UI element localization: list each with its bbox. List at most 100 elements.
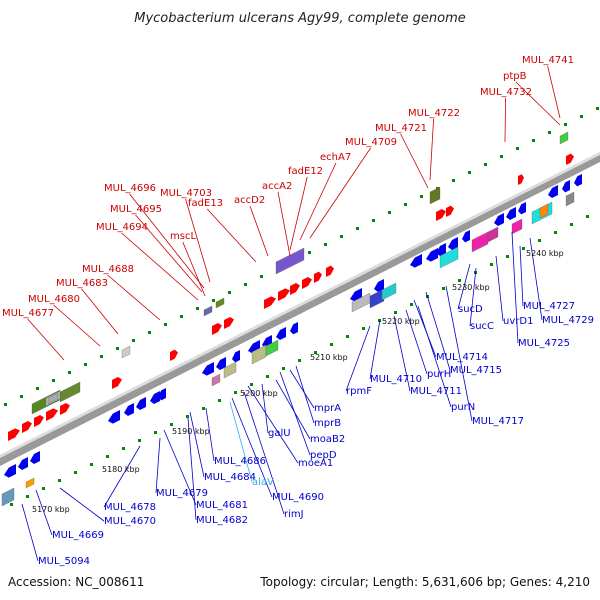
leader-line [504, 97, 506, 143]
tick-dot [340, 235, 343, 238]
reverse-gene-label: MUL_4679 [156, 488, 208, 499]
leader-line [129, 193, 205, 289]
forward-gene-arrow [326, 265, 334, 277]
forward-gene-arrow [60, 403, 70, 415]
leader-line [529, 237, 543, 321]
tick-dot [580, 115, 583, 118]
reverse-gene-label: galU [268, 428, 291, 439]
kbp-tick-labels: 5170 kbp 5180 kbp 5190 kbp 5200 kbp 5210 kbp… [32, 249, 564, 514]
leader-line [295, 365, 315, 424]
leader-line [393, 315, 411, 392]
gene-block [47, 392, 59, 405]
kbp-tick-label: 5200 kbp [240, 389, 278, 398]
reverse-gene-label: MUL_4725 [518, 338, 570, 349]
leader-line [445, 285, 473, 422]
page-title: Mycobacterium ulcerans Agy99, complete g… [134, 11, 466, 26]
gene-block [215, 297, 225, 309]
leader-line [413, 299, 437, 358]
forward-gene-label: MUL_4694 [96, 222, 148, 233]
tick-dot [410, 303, 413, 306]
reverse-gene-label: MUL_4729 [542, 315, 594, 326]
tick-dot [260, 275, 263, 278]
forward-gene-arrow [22, 421, 32, 433]
tick-dot [196, 307, 199, 310]
tick-dot [84, 363, 87, 366]
tick-dot [570, 223, 573, 226]
reverse-gene-arrow [350, 288, 362, 302]
tick-dot [148, 331, 151, 334]
leader-line [121, 232, 199, 301]
forward-gene-arrow [290, 283, 300, 295]
tick-dot [330, 343, 333, 346]
label-leaders [21, 65, 561, 562]
tick-dot [244, 283, 247, 286]
leader-line [345, 325, 371, 392]
forward-gene-arrow [34, 415, 44, 427]
tick-dot [282, 367, 285, 370]
forward-gene-label: mscL [170, 231, 196, 242]
reverse-gene-label: mprA [314, 403, 341, 414]
reverse-gene-arrow [30, 451, 40, 464]
tick-dot [554, 231, 557, 234]
reverse-gene-label: MUL_4681 [196, 500, 248, 511]
forward-gene-label: MUL_4696 [104, 183, 156, 194]
gene-block [369, 288, 385, 309]
tick-dot [228, 291, 231, 294]
gene-block [265, 339, 279, 357]
tick-dot [404, 203, 407, 206]
forward-gene-label: MUL_4741 [522, 55, 574, 66]
forward-gene-arrow [170, 349, 178, 361]
reverse-gene-label: MUL_4714 [436, 352, 488, 363]
gene-block [511, 218, 523, 235]
leader-line [27, 318, 65, 361]
tick-dot [394, 311, 397, 314]
tick-dot [516, 147, 519, 150]
gene-block [211, 373, 221, 387]
forward-gene-arrow [566, 153, 574, 165]
forward-gene-arrow [436, 209, 446, 221]
tick-dot [164, 323, 167, 326]
leader-line [261, 383, 269, 434]
tick-dot [564, 123, 567, 126]
tick-dot [106, 455, 109, 458]
kbp-tick-label: 5170 kbp [32, 505, 70, 514]
tick-dot [212, 299, 215, 302]
gene-block [539, 203, 549, 219]
reverse-gene-label: purH [427, 369, 451, 380]
tick-dot [90, 463, 93, 466]
tick-dot [484, 163, 487, 166]
forward-gene-label: fadE13 [188, 198, 223, 209]
leader-line [495, 255, 504, 322]
leader-line [547, 65, 561, 119]
reverse-gene-arrow [150, 391, 160, 404]
tick-dot [20, 395, 23, 398]
gene-block [251, 344, 267, 365]
tick-dot [52, 379, 55, 382]
tick-dot [490, 263, 493, 266]
forward-gene-label: ptpB [503, 71, 527, 82]
tick-dot [586, 215, 589, 218]
tick-dot [346, 335, 349, 338]
forward-gene-label: MUL_4709 [345, 137, 397, 148]
kbp-tick-label: 5240 kbp [526, 249, 564, 258]
tick-dot [10, 503, 13, 506]
reverse-gene-label: sucC [470, 321, 494, 332]
tick-dot [180, 315, 183, 318]
leader-line [429, 118, 434, 181]
tick-dot [372, 219, 375, 222]
reverse-gene-label: MUL_4711 [410, 386, 462, 397]
reverse-gene-arrow [518, 202, 526, 215]
reverse-gene-label: MUL_5094 [38, 556, 90, 567]
forward-gene-arrow [112, 377, 122, 389]
leader-line [369, 319, 381, 380]
reverse-gene-arrow [436, 243, 446, 256]
leader-line [103, 445, 141, 508]
kbp-tick-label: 5180 kbp [102, 465, 140, 474]
tick-dot [122, 447, 125, 450]
tick-dot [442, 287, 445, 290]
kbp-tick-label: 5190 kbp [172, 427, 210, 436]
tick-dot [68, 371, 71, 374]
tick-dot [138, 439, 141, 442]
leader-line [417, 305, 452, 408]
reverse-gene-label: MUL_4682 [196, 515, 248, 526]
